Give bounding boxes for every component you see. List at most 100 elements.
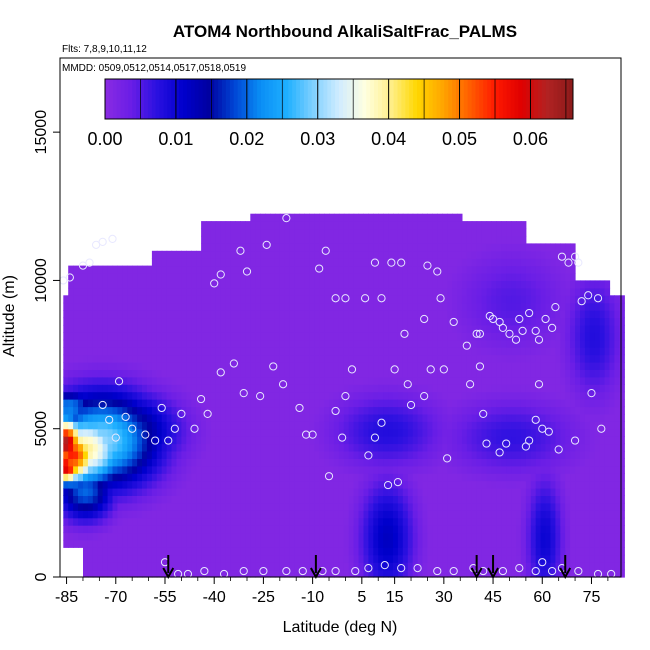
heatmap-cell [97,547,104,556]
heatmap-cell [255,532,261,541]
heatmap-cell [402,488,409,496]
heatmap-cell [525,362,532,370]
heatmap-cell [466,413,473,422]
heatmap-cell [348,510,355,519]
heatmap-cell [417,510,424,519]
heatmap-cell [117,369,123,378]
heatmap-cell [137,532,143,541]
heatmap-cell [215,332,222,341]
heatmap-cell [368,406,374,415]
heatmap-cell [476,443,483,452]
heatmap-cell [161,539,168,548]
heatmap-cell [230,317,237,326]
heatmap-cell [122,465,128,474]
heatmap-cell [220,265,227,274]
heatmap-cell [437,369,443,378]
heatmap-cell [540,302,547,311]
heatmap-cell [442,569,448,578]
heatmap-cell [270,436,276,445]
heatmap-cell [393,443,399,452]
heatmap-cell [289,539,296,548]
heatmap-cell [329,532,335,541]
heatmap-cell [388,569,394,578]
heatmap-cell [225,317,232,326]
heatmap-cell [516,554,522,563]
heatmap-cell [353,421,360,430]
heatmap-cell [299,510,305,519]
heatmap-cell [575,554,581,563]
heatmap-cell [584,280,591,289]
heatmap-cell [117,280,123,289]
heatmap-cell [294,451,301,459]
heatmap-cell [333,510,340,519]
heatmap-cell [363,517,369,526]
heatmap-cell [87,399,94,408]
heatmap-cell [289,554,296,563]
heatmap-cell [171,362,177,370]
heatmap-cell [260,369,266,378]
heatmap-cell [245,406,251,415]
heatmap-cell [319,443,325,452]
heatmap-cell [358,317,364,326]
heatmap-cell [373,525,379,534]
heatmap-cell [127,547,133,556]
heatmap-cell [383,213,389,222]
heatmap-cell [151,258,158,267]
heatmap-cell [137,562,143,571]
heatmap-cell [560,332,566,341]
heatmap-cell [442,213,448,222]
heatmap-cell [265,280,271,289]
heatmap-cell [333,525,340,534]
heatmap-cell [265,413,271,422]
heatmap-cell [151,369,158,378]
heatmap-cell [206,465,212,474]
heatmap-cell [417,324,424,333]
heatmap-cell [87,347,94,356]
heatmap-cell [240,324,246,333]
heatmap-cell [545,265,551,274]
heatmap-cell [299,443,305,452]
heatmap-cell [83,465,89,474]
heatmap-cell [358,332,364,341]
heatmap-cell [220,295,227,304]
heatmap-cell [112,443,118,452]
heatmap-cell [476,502,483,511]
heatmap-cell [383,399,389,408]
heatmap-cell [378,347,384,356]
heatmap-cell [540,517,547,526]
heatmap-cell [397,547,404,556]
heatmap-cell [481,287,488,296]
heatmap-cell [102,302,109,311]
heatmap-cell [265,428,271,437]
heatmap-cell [481,465,488,474]
heatmap-cell [225,539,232,548]
heatmap-cell [260,413,266,422]
heatmap-cell [112,532,118,541]
heatmap-cell [161,258,168,267]
heatmap-cell [112,480,118,489]
heatmap-cell [127,539,133,548]
heatmap-cell [437,317,443,326]
heatmap-cell [210,324,217,333]
heatmap-cell [555,287,561,296]
heatmap-cell [525,413,532,422]
heatmap-cell [68,273,74,281]
heatmap-cell [289,362,296,370]
heatmap-cell [417,554,424,563]
heatmap-cell [343,495,350,504]
heatmap-cell [250,280,256,289]
heatmap-cell [112,465,118,474]
heatmap-cell [132,376,138,385]
heatmap-cell [206,554,212,563]
heatmap-cell [461,532,468,541]
heatmap-cell [314,376,320,385]
heatmap-cell [348,421,355,430]
heatmap-cell [466,287,473,296]
heatmap-cell [176,532,182,541]
heatmap-cell [570,562,576,571]
heatmap-cell [102,413,109,422]
heatmap-cell [560,473,566,482]
heatmap-cell [560,376,566,385]
heatmap-cell [225,221,232,230]
